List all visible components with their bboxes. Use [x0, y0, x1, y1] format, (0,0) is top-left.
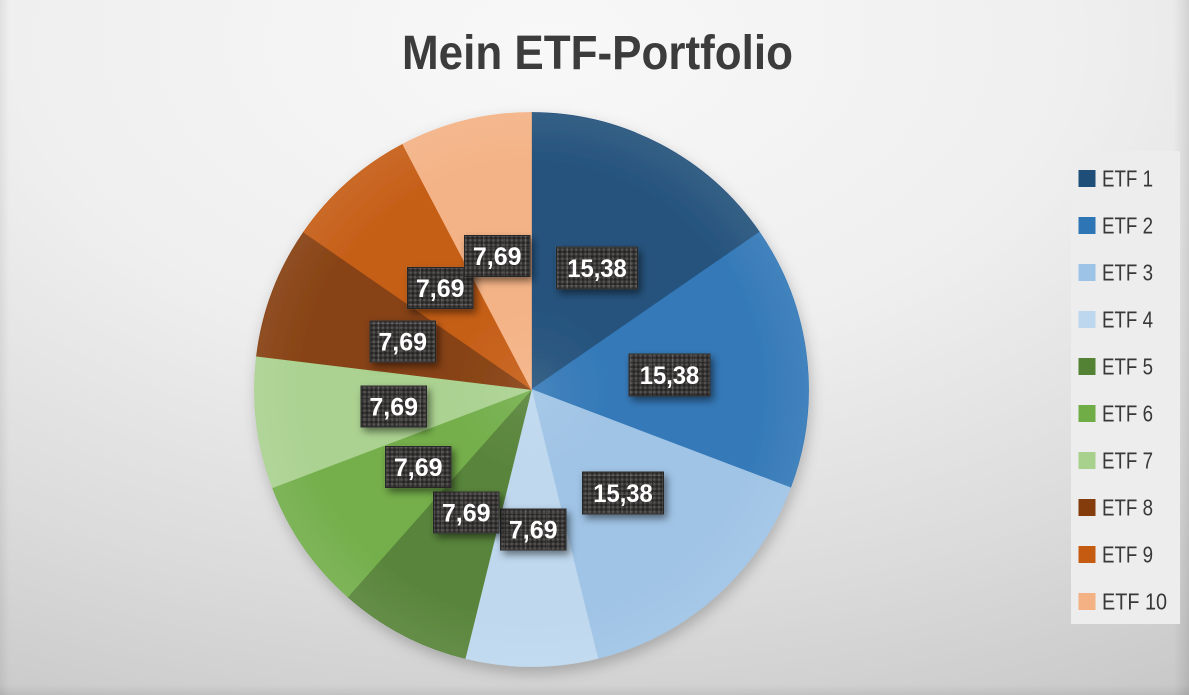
svg-text:ETF 5: ETF 5	[1102, 354, 1153, 380]
svg-text:7,69: 7,69	[416, 275, 465, 303]
svg-text:7,69: 7,69	[394, 454, 443, 482]
svg-text:ETF 10: ETF 10	[1102, 589, 1167, 615]
svg-text:ETF 4: ETF 4	[1102, 307, 1153, 333]
svg-text:ETF 9: ETF 9	[1102, 542, 1153, 568]
svg-text:ETF 1: ETF 1	[1102, 166, 1153, 192]
svg-text:ETF 2: ETF 2	[1102, 213, 1153, 239]
svg-text:ETF 3: ETF 3	[1102, 260, 1153, 286]
svg-text:ETF 6: ETF 6	[1102, 401, 1153, 427]
svg-text:Mein ETF-Portfolio: Mein ETF-Portfolio	[402, 27, 793, 80]
svg-text:15,38: 15,38	[593, 480, 653, 508]
svg-text:15,38: 15,38	[567, 255, 627, 283]
svg-text:7,69: 7,69	[442, 500, 491, 528]
svg-text:7,69: 7,69	[378, 329, 427, 357]
svg-text:7,69: 7,69	[369, 394, 418, 422]
svg-text:7,69: 7,69	[473, 243, 522, 271]
svg-text:ETF 7: ETF 7	[1102, 448, 1153, 474]
svg-text:ETF 8: ETF 8	[1102, 495, 1153, 521]
svg-text:7,69: 7,69	[509, 517, 558, 545]
svg-text:15,38: 15,38	[640, 362, 700, 390]
